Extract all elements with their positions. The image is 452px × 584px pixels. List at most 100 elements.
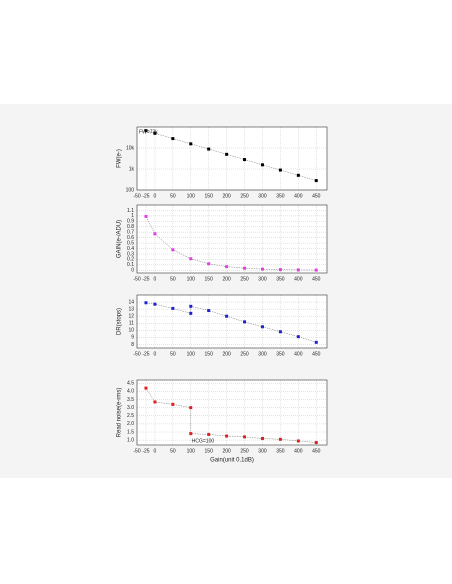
x-tick-label: 250 [240,193,249,199]
y-axis-label: Read noise(e-rms) [117,388,123,438]
x-tick-label: 100 [187,448,196,454]
data-point [207,262,211,266]
data-point [260,437,264,440]
x-tick-label: 400 [294,193,303,199]
x-tick-label: 0 [154,276,157,282]
x-tick-label: 150 [205,448,214,454]
y-tick-label: 0 [131,268,134,274]
x-tick-label: 300 [258,276,267,282]
data-point [260,267,264,271]
plot-area [137,295,327,348]
y-tick-label: 12 [128,314,134,320]
x-tick-label: -25 [142,448,149,454]
data-point [225,314,229,318]
x-tick-label: 100 [187,193,196,199]
x-tick-label: 200 [222,448,231,454]
y-tick-label: 0.8 [127,224,134,230]
x-tick-label: -50 [133,351,140,357]
y-tick-label: 2.5 [127,413,134,419]
y-tick-label: 1.1 [127,208,134,214]
x-tick-label: 450 [312,448,321,454]
x-tick-label: 150 [205,276,214,282]
x-tick-label: -25 [142,276,149,282]
plot-frame [136,204,328,274]
data-point [189,406,193,410]
data-point [225,152,229,156]
x-tick-label: 300 [258,193,267,199]
y-tick-label: 1k [129,166,135,172]
y-tick-label: 0.2 [127,257,134,263]
x-tick-label: 450 [312,351,321,357]
data-point [243,266,247,270]
x-tick-label: 200 [222,276,231,282]
data-point [189,311,193,315]
y-tick-label: 100 [126,187,135,193]
data-point [144,386,148,390]
x-tick-label: 350 [276,276,285,282]
x-tick-label: 350 [276,448,285,454]
y-tick-label: 10 [128,328,134,334]
y-tick-label: 0.9 [127,219,134,225]
y-tick-label: 9 [131,335,134,341]
data-point [296,439,300,443]
x-tick-label: 250 [240,276,249,282]
annotation: HCG=100 [192,438,215,444]
y-axis-label: DR(stops) [117,308,123,335]
y-tick-label: 14 [128,299,134,305]
data-point [314,340,318,344]
y-tick-label: 0.3 [127,251,134,257]
data-point [278,168,282,172]
x-tick-label: 300 [258,448,267,454]
data-point [153,131,157,135]
x-tick-label: 50 [170,276,176,282]
y-tick-label: 2.0 [127,421,134,427]
data-point [144,129,148,133]
data-point [260,163,264,167]
data-point [189,432,193,436]
plot-area [137,380,327,445]
data-point [314,441,318,445]
data-point [171,248,175,252]
x-tick-label: 100 [187,276,196,282]
x-tick-label: 50 [170,193,176,199]
data-point [207,147,211,151]
x-tick-label: 400 [294,448,303,454]
y-tick-label: 3.5 [127,397,134,403]
data-point [189,257,193,261]
data-point [153,232,157,236]
data-point [207,309,211,313]
x-tick-label: 350 [276,351,285,357]
y-axis-label: FW(e-) [117,149,123,168]
x-tick-label: 150 [205,193,214,199]
data-point [243,320,247,324]
data-point [207,432,211,436]
data-point [189,304,193,308]
x-tick-label: -25 [142,193,149,199]
y-tick-label: 1.0 [127,437,134,443]
y-tick-label: 0.1 [127,262,134,268]
x-tick-label: -50 [133,276,140,282]
series-line [145,130,317,181]
annotation: FW=73k [139,129,158,135]
data-point [189,142,193,146]
x-axis-label: Gain(unit 0.1dB) [210,458,254,464]
data-point [278,268,282,272]
y-tick-label: 0.4 [127,246,134,252]
y-tick-label: 8 [131,342,134,348]
y-tick-label: 0.7 [127,230,134,236]
x-tick-label: 100 [187,351,196,357]
x-tick-label: 200 [222,351,231,357]
plot-frame [136,126,328,191]
y-tick-label: 1.5 [127,429,134,435]
data-point [296,268,300,272]
x-tick-label: -25 [142,351,149,357]
y-tick-label: 4.5 [127,381,134,387]
x-tick-label: 0 [154,448,157,454]
x-tick-label: 50 [170,351,176,357]
data-point [144,214,148,218]
plot-area [137,205,327,273]
data-point [171,137,175,141]
x-tick-label: 450 [312,276,321,282]
y-tick-label: 0.5 [127,240,134,246]
